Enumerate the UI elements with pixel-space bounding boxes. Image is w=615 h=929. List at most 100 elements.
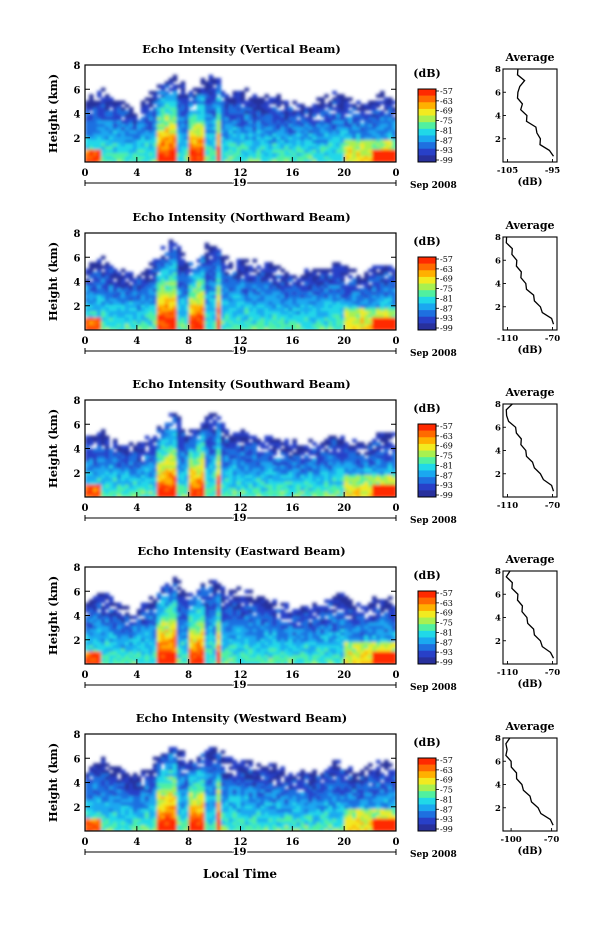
heatmap-cell [200, 149, 206, 153]
heatmap-cell [224, 317, 230, 321]
heatmap-cell [224, 139, 230, 144]
heatmap-cell [112, 612, 118, 617]
heatmap-cell [292, 281, 297, 286]
heatmap-cell [152, 152, 158, 157]
heatmap-cell [296, 145, 301, 150]
heatmap-cell [112, 647, 118, 652]
heatmap-cell [256, 100, 262, 105]
heatmap-cell [188, 103, 194, 108]
heatmap-cell [224, 126, 230, 131]
heatmap-cell [92, 631, 98, 636]
heatmap-cell [300, 142, 305, 147]
heatmap-cell [272, 110, 277, 115]
heatmap-cell [320, 320, 325, 325]
heatmap-cell [260, 490, 266, 495]
heatmap-cell [388, 432, 393, 437]
heatmap-cell [200, 425, 206, 430]
heatmap-cell [204, 103, 210, 108]
heatmap-cell [388, 142, 393, 147]
heatmap-cell [352, 490, 357, 495]
heatmap-cell [248, 268, 254, 273]
heatmap-cell [356, 149, 361, 153]
colorbar-tick-label: -93 [440, 314, 453, 323]
heatmap-cell [192, 87, 198, 92]
heatmap-cell [85, 615, 90, 620]
heatmap-cell [176, 313, 182, 318]
heatmap-cell [148, 158, 154, 162]
heatmap-cell [332, 294, 337, 299]
heatmap-cell [240, 313, 246, 318]
heatmap-cell [324, 294, 329, 299]
heatmap-cell [212, 493, 218, 497]
heatmap-cell [216, 81, 222, 85]
heatmap-cell [212, 252, 218, 257]
heatmap-cell [164, 281, 170, 286]
heatmap-cell [308, 126, 313, 131]
heatmap-cell [124, 123, 130, 128]
heatmap-cell [88, 487, 94, 492]
heatmap-cell [244, 294, 250, 299]
heatmap-cell [380, 323, 385, 328]
heatmap-cell [220, 480, 226, 485]
heatmap-cell [348, 480, 353, 485]
heatmap-cell [272, 487, 277, 492]
heatmap-cell [284, 490, 289, 495]
heatmap-cell [352, 307, 357, 312]
heatmap-cell [348, 474, 353, 479]
heatmap-cell [108, 97, 114, 102]
heatmap-cell [284, 461, 289, 466]
heatmap-cell [220, 139, 226, 144]
heatmap-cell [300, 126, 305, 131]
heatmap-cell [164, 458, 170, 463]
heatmap-cell [88, 310, 94, 315]
heatmap-cell [120, 628, 126, 633]
heatmap-cell [384, 268, 389, 273]
heatmap-cell [388, 326, 393, 330]
heatmap-cell [244, 490, 250, 495]
heatmap-cell [184, 278, 190, 283]
heatmap-cell [284, 149, 289, 153]
heatmap-cell [208, 454, 214, 459]
heatmap-cell [300, 149, 305, 153]
heatmap-cell [328, 435, 333, 440]
panel-title: Echo Intensity (Northward Beam) [132, 210, 350, 224]
heatmap-cell [168, 110, 174, 115]
heatmap-cell [168, 480, 174, 485]
heatmap-cell [108, 139, 114, 144]
heatmap-cell [308, 123, 313, 128]
heatmap-cell [168, 239, 174, 244]
heatmap-cell [216, 429, 222, 433]
heatmap-cell [180, 464, 186, 469]
heatmap-cell [216, 136, 222, 140]
heatmap-cell [100, 638, 106, 642]
heatmap-cell [384, 97, 389, 102]
heatmap-cell [384, 291, 389, 296]
heatmap-cell [324, 487, 329, 492]
heatmap-cell [232, 464, 238, 469]
heatmap-cell [172, 278, 178, 283]
heatmap-cell [388, 490, 393, 495]
heatmap-cell [292, 100, 297, 105]
heatmap-cell [364, 107, 369, 111]
heatmap-cell [140, 313, 146, 318]
heatmap-cell [392, 320, 396, 325]
heatmap-cell [204, 107, 210, 111]
heatmap-cell [160, 461, 166, 466]
heatmap-cell [132, 139, 138, 144]
heatmap-cell [200, 464, 206, 469]
heatmap-cell [200, 458, 206, 463]
heatmap-cell [224, 490, 230, 495]
heatmap-cell [344, 313, 349, 318]
heatmap-cell [120, 139, 126, 144]
heatmap-cell [192, 429, 198, 433]
heatmap-cell [228, 471, 234, 475]
heatmap-cell [160, 284, 166, 289]
heatmap-cell [112, 155, 118, 160]
heatmap-cell [192, 464, 198, 469]
heatmap-cell [224, 487, 230, 492]
heatmap-cell [332, 442, 337, 446]
heatmap-cell [172, 97, 178, 102]
average-y-tick-label: 2 [495, 470, 501, 480]
heatmap-cell [176, 284, 182, 289]
heatmap-cell [85, 461, 90, 466]
